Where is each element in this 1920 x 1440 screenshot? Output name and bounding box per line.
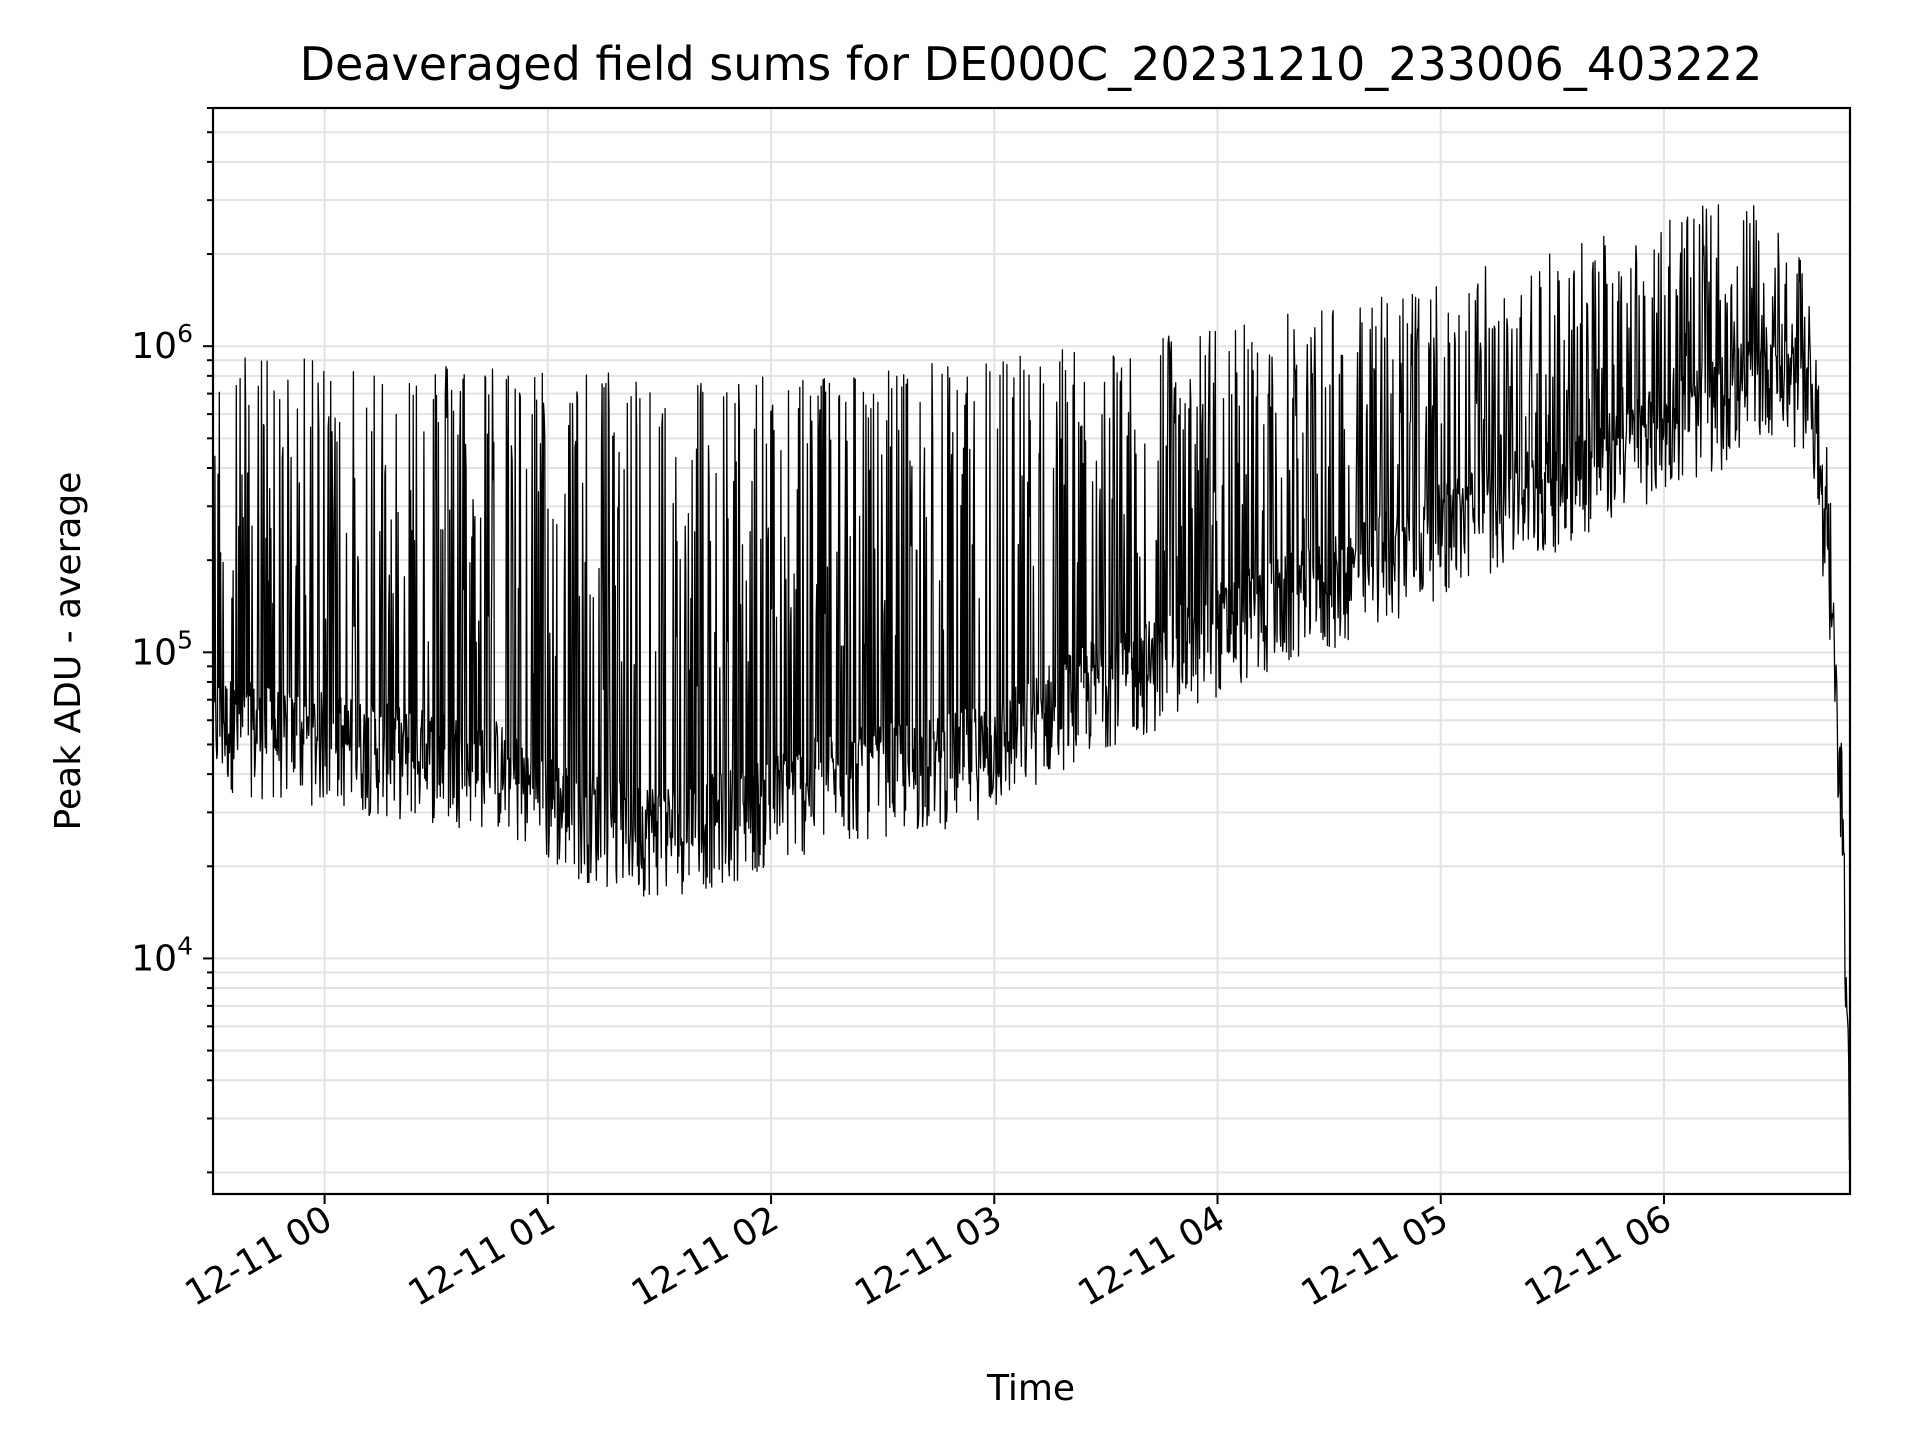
plot-frame [211, 106, 1852, 1196]
grid-lines [213, 107, 1850, 1194]
x-axis-label: Time [986, 1368, 1075, 1409]
chart-title: Deaveraged field sums for DE000C_2023121… [300, 37, 1763, 91]
series-line [212, 204, 1851, 1161]
y-tick-label: 105 [131, 625, 193, 673]
y-axis-label: Peak ADU - average [48, 472, 89, 831]
y-tick-label: 104 [131, 931, 193, 979]
y-tick-label: 106 [131, 319, 193, 367]
data-series [212, 204, 1851, 1161]
